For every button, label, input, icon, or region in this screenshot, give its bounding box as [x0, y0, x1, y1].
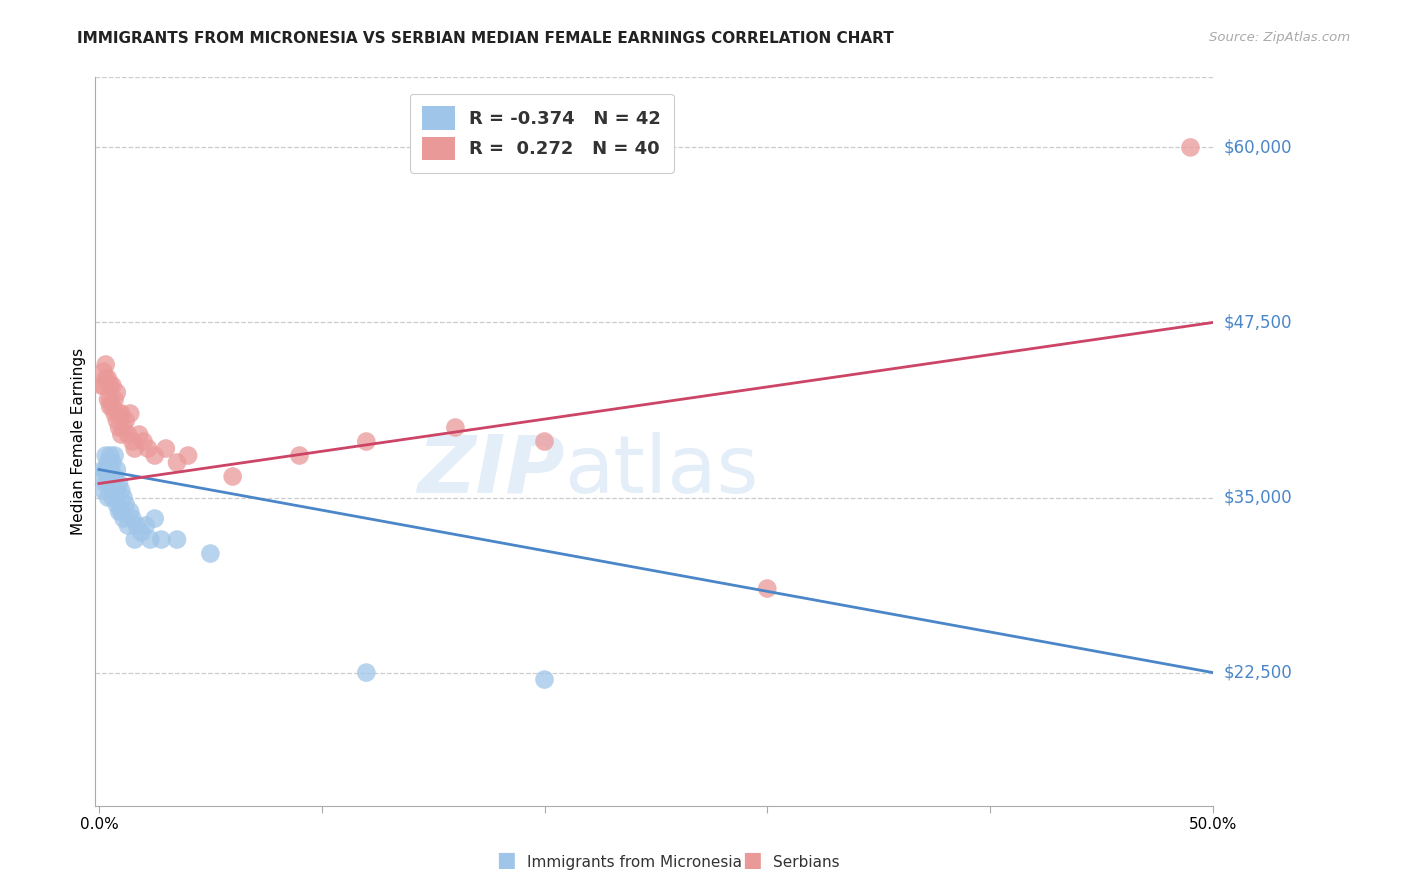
Point: [93, 378, 115, 392]
Point: [104, 392, 127, 407]
Point: [136, 442, 159, 456]
Point: [93, 364, 115, 378]
Point: [120, 407, 142, 421]
Point: [94, 358, 117, 372]
Point: [97, 456, 120, 470]
Text: ■: ■: [742, 850, 762, 870]
Point: [356, 434, 378, 449]
Point: [112, 491, 135, 505]
Point: [101, 476, 124, 491]
Text: $35,000: $35,000: [1223, 489, 1292, 507]
Point: [94, 449, 117, 463]
Point: [356, 665, 378, 680]
Point: [139, 533, 162, 547]
Point: [105, 413, 128, 427]
Point: [97, 491, 120, 505]
Point: [121, 434, 143, 449]
Point: [533, 434, 555, 449]
Point: [200, 547, 222, 561]
Point: [155, 442, 177, 456]
Point: [143, 449, 166, 463]
Text: $22,500: $22,500: [1223, 664, 1292, 681]
Point: [131, 525, 153, 540]
Y-axis label: Median Female Earnings: Median Female Earnings: [72, 348, 86, 535]
Point: [97, 371, 120, 385]
Point: [104, 449, 127, 463]
Point: [98, 378, 121, 392]
Point: [104, 407, 127, 421]
Point: [101, 378, 124, 392]
Point: [90, 378, 112, 392]
Point: [97, 392, 120, 407]
Point: [112, 420, 135, 434]
Point: [98, 476, 121, 491]
Point: [93, 483, 115, 498]
Legend: R = -0.374   N = 42, R =  0.272   N = 40: R = -0.374 N = 42, R = 0.272 N = 40: [409, 94, 673, 173]
Point: [114, 498, 136, 512]
Point: [117, 518, 139, 533]
Point: [143, 511, 166, 525]
Point: [166, 533, 188, 547]
Point: [533, 673, 555, 687]
Point: [121, 511, 143, 525]
Point: [444, 420, 467, 434]
Point: [105, 498, 128, 512]
Point: [114, 413, 136, 427]
Point: [98, 400, 121, 414]
Point: [104, 469, 127, 483]
Text: ■: ■: [496, 850, 516, 870]
Point: [1180, 140, 1202, 154]
Point: [108, 420, 131, 434]
Point: [108, 407, 131, 421]
Point: [135, 518, 157, 533]
Point: [98, 392, 121, 407]
Text: IMMIGRANTS FROM MICRONESIA VS SERBIAN MEDIAN FEMALE EARNINGS CORRELATION CHART: IMMIGRANTS FROM MICRONESIA VS SERBIAN ME…: [77, 31, 894, 46]
Point: [98, 449, 121, 463]
Text: atlas: atlas: [564, 432, 759, 509]
Point: [101, 456, 124, 470]
Point: [93, 462, 115, 476]
Point: [112, 511, 135, 525]
Point: [124, 533, 146, 547]
Point: [120, 504, 142, 518]
Point: [124, 442, 146, 456]
Point: [128, 427, 150, 442]
Point: [110, 504, 132, 518]
Point: [105, 462, 128, 476]
Text: $47,500: $47,500: [1223, 313, 1292, 332]
Point: [125, 518, 148, 533]
Text: Serbians: Serbians: [773, 855, 839, 870]
Point: [101, 491, 124, 505]
Point: [110, 407, 132, 421]
Point: [105, 385, 128, 400]
Point: [150, 533, 173, 547]
Point: [166, 456, 188, 470]
Point: [90, 469, 112, 483]
Point: [177, 449, 200, 463]
Point: [108, 476, 131, 491]
Point: [110, 427, 132, 442]
Text: Immigrants from Micronesia: Immigrants from Micronesia: [527, 855, 742, 870]
Point: [105, 483, 128, 498]
Point: [104, 483, 127, 498]
Point: [101, 400, 124, 414]
Point: [756, 582, 779, 596]
Point: [108, 504, 131, 518]
Point: [221, 469, 243, 483]
Point: [94, 476, 117, 491]
Point: [110, 483, 132, 498]
Point: [94, 371, 117, 385]
Text: $60,000: $60,000: [1223, 138, 1292, 156]
Point: [132, 434, 155, 449]
Point: [97, 469, 120, 483]
Point: [288, 449, 311, 463]
Point: [98, 462, 121, 476]
Point: [94, 462, 117, 476]
Text: ZIP: ZIP: [416, 432, 564, 509]
Point: [117, 427, 139, 442]
Text: Source: ZipAtlas.com: Source: ZipAtlas.com: [1209, 31, 1350, 45]
